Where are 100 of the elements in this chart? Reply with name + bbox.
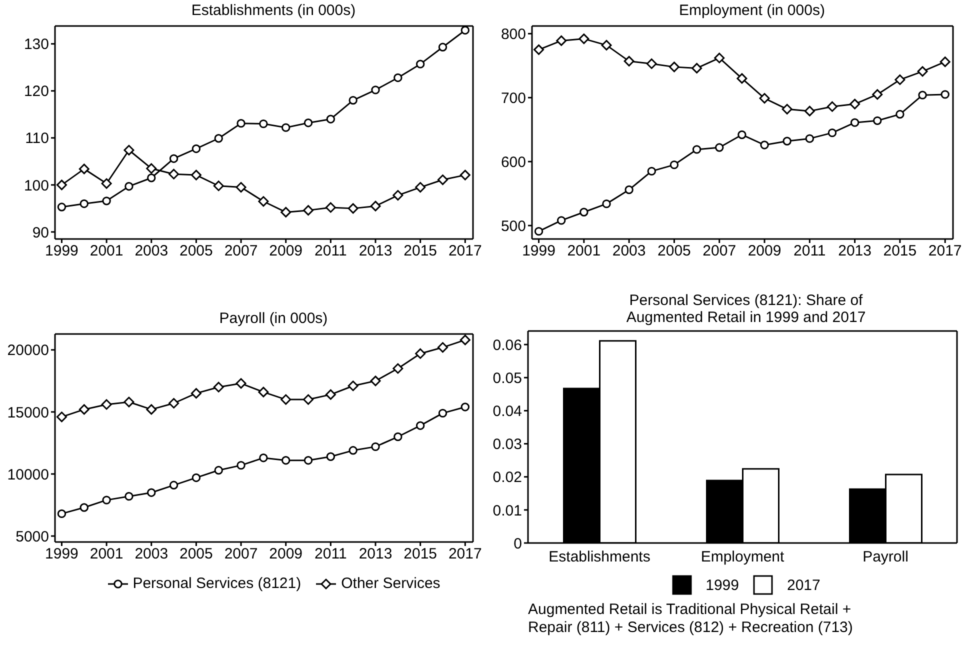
point bbox=[303, 205, 314, 216]
point bbox=[415, 182, 426, 193]
point bbox=[325, 389, 336, 400]
point bbox=[147, 488, 156, 497]
y-tick-label: 0.01 bbox=[492, 502, 522, 520]
point bbox=[282, 123, 290, 132]
x-tick-label: 2017 bbox=[448, 242, 482, 260]
point bbox=[304, 118, 313, 128]
point bbox=[259, 454, 268, 462]
x-tick-label: 2005 bbox=[180, 242, 213, 260]
point bbox=[782, 104, 792, 114]
x-tick-label: 2011 bbox=[794, 242, 826, 260]
x-tick-label: 2003 bbox=[612, 242, 646, 260]
point bbox=[370, 200, 381, 212]
point bbox=[850, 98, 860, 110]
point bbox=[57, 202, 66, 212]
point bbox=[940, 90, 950, 99]
point bbox=[124, 182, 134, 191]
point bbox=[326, 114, 336, 124]
point bbox=[392, 190, 404, 201]
point bbox=[692, 145, 702, 154]
legend-label: Personal Services (8121) bbox=[132, 575, 302, 592]
point bbox=[258, 386, 269, 398]
y-tick-label: 0.04 bbox=[492, 403, 522, 420]
x-tick-label: Establishments bbox=[548, 548, 650, 566]
point bbox=[124, 492, 134, 501]
x-tick-label: 2005 bbox=[180, 546, 213, 563]
point bbox=[214, 134, 223, 143]
point bbox=[460, 170, 470, 180]
chart-title: Employment (in 000s) bbox=[678, 2, 826, 19]
x-tick-label: 2009 bbox=[269, 242, 303, 260]
point bbox=[602, 199, 611, 208]
point bbox=[668, 62, 680, 72]
x-tick-label: 2013 bbox=[838, 242, 872, 260]
y-tick-label: 5000 bbox=[16, 528, 49, 546]
x-tick-label: 2013 bbox=[358, 546, 392, 563]
point bbox=[556, 216, 566, 225]
y-tick-label: 600 bbox=[500, 154, 526, 171]
y-tick-label: 700 bbox=[500, 90, 526, 107]
point bbox=[168, 168, 180, 180]
point bbox=[192, 473, 201, 482]
point bbox=[258, 196, 269, 207]
x-tick-label: 2011 bbox=[314, 242, 347, 260]
point bbox=[146, 163, 157, 174]
point bbox=[416, 421, 425, 430]
point bbox=[146, 404, 157, 415]
point bbox=[647, 166, 656, 176]
point bbox=[760, 140, 769, 150]
point bbox=[896, 110, 904, 119]
y-tick-label: 0.03 bbox=[492, 436, 522, 454]
point bbox=[304, 456, 313, 465]
point bbox=[236, 460, 246, 470]
point bbox=[282, 456, 290, 465]
y-tick-label: 90 bbox=[32, 224, 49, 242]
point bbox=[805, 134, 814, 143]
y-tick-label: 20000 bbox=[7, 342, 49, 360]
point bbox=[280, 206, 292, 218]
point bbox=[102, 496, 111, 504]
x-tick-label: 2001 bbox=[567, 242, 601, 260]
x-tick-label: 2003 bbox=[134, 242, 168, 260]
legend-label: 2017 bbox=[787, 576, 820, 594]
x-tick-label: Payroll bbox=[862, 548, 908, 566]
point bbox=[57, 509, 66, 518]
x-tick-label: 2015 bbox=[404, 242, 438, 260]
point bbox=[438, 408, 448, 418]
point bbox=[236, 182, 246, 193]
x-tick-label: 2013 bbox=[358, 242, 392, 260]
legend-label: Other Services bbox=[341, 575, 440, 592]
x-tick-label: 2007 bbox=[224, 242, 258, 260]
point bbox=[371, 442, 380, 452]
point bbox=[124, 396, 134, 408]
point bbox=[738, 130, 746, 140]
point bbox=[646, 58, 657, 69]
point bbox=[556, 35, 567, 46]
point bbox=[416, 60, 425, 68]
point bbox=[124, 144, 134, 156]
point bbox=[917, 66, 928, 77]
point bbox=[714, 52, 725, 64]
point bbox=[850, 118, 860, 127]
point bbox=[736, 73, 748, 84]
y-tick-label: 110 bbox=[25, 130, 49, 148]
point bbox=[78, 404, 90, 415]
point bbox=[873, 116, 882, 126]
y-tick-label: 0.06 bbox=[492, 336, 522, 354]
point bbox=[101, 178, 112, 189]
x-tick-label: 1999 bbox=[45, 242, 78, 260]
chart-title: Personal Services (8121): Share of Augmented Retail in 1999 and 2017 bbox=[625, 292, 867, 326]
point bbox=[80, 199, 88, 208]
y-tick-label: 0.05 bbox=[492, 370, 522, 387]
point bbox=[190, 170, 202, 180]
point bbox=[348, 96, 358, 105]
point bbox=[213, 180, 224, 192]
x-tick-label: 2005 bbox=[658, 242, 691, 260]
point bbox=[348, 380, 358, 392]
point bbox=[438, 42, 448, 52]
point bbox=[601, 40, 612, 50]
y-tick-label: 0.02 bbox=[492, 469, 522, 486]
point bbox=[303, 394, 314, 405]
point bbox=[56, 412, 67, 422]
point bbox=[80, 503, 88, 512]
